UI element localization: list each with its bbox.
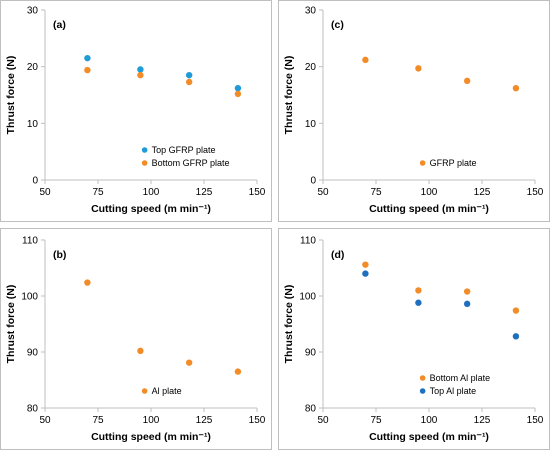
legend-marker (419, 375, 426, 381)
panel-label: (b) (53, 249, 66, 261)
panel-label: (c) (331, 19, 344, 31)
data-point (185, 359, 193, 366)
data-point (84, 54, 91, 62)
panel-frame (278, 228, 550, 450)
data-point (137, 347, 144, 355)
panel-label: (d) (331, 249, 344, 261)
x-axis-title: Cutting speed (m min⁻¹) (91, 203, 211, 215)
x-axis-title: Cutting speed (m min⁻¹) (369, 431, 489, 443)
y-axis-title: Thrust force (N) (5, 285, 17, 364)
x-tick-label: 50 (317, 415, 329, 426)
x-tick-label: 150 (249, 415, 266, 426)
x-tick-label: 150 (249, 187, 266, 198)
legend-label: Bottom Al plate (430, 373, 491, 383)
x-tick-label: 125 (196, 187, 213, 198)
y-axis-title: Thrust force (N) (5, 56, 17, 135)
chart-panel: 50 75 100 125 150 0 10 20 30 Cutting speed (m min… (278, 0, 550, 222)
x-axis-title: Cutting speed (m min⁻¹) (369, 203, 489, 215)
data-point (362, 56, 369, 64)
x-tick-label: 100 (421, 187, 438, 198)
data-point (84, 66, 91, 74)
x-tick-label: 125 (196, 415, 213, 426)
y-tick-label: 90 (27, 348, 39, 359)
y-tick-label: 0 (32, 176, 38, 187)
y-axis-title: Thrust force (N) (283, 56, 295, 135)
y-tick-label: 30 (27, 6, 39, 17)
y-tick-label: 20 (27, 62, 39, 73)
legend-marker (419, 160, 426, 166)
data-point (362, 261, 369, 268)
data-point (137, 71, 144, 79)
y-tick-label: 110 (22, 236, 38, 247)
x-axis-title: Cutting speed (m min⁻¹) (91, 431, 211, 443)
x-tick-label: 50 (317, 187, 329, 198)
legend-marker (419, 388, 426, 394)
data-point (415, 287, 422, 294)
data-point (415, 299, 422, 306)
chart-panel: 50 75 100 125 150 80 90 100 110 Cutting speed (m … (0, 228, 272, 450)
y-tick-label: 10 (305, 119, 317, 130)
data-point (84, 279, 91, 286)
y-tick-label: 100 (21, 292, 38, 303)
panel-frame (0, 0, 272, 222)
x-tick-label: 125 (474, 415, 491, 426)
legend-label: Al plate (152, 386, 182, 396)
data-point (463, 77, 471, 85)
legend-label: Top GFRP plate (152, 145, 216, 155)
x-tick-label: 100 (143, 415, 160, 426)
data-point (234, 85, 242, 92)
chart-panel: 50 75 100 125 150 0 10 20 30 Cutting speed (m min… (0, 0, 272, 222)
data-point (362, 270, 369, 277)
data-point (512, 85, 520, 92)
y-tick-label: 80 (305, 404, 317, 415)
chart-panel: 50 75 100 125 150 80 90 100 110 Cutting speed (m … (278, 228, 550, 450)
x-tick-label: 50 (39, 187, 51, 198)
y-tick-label: 90 (305, 348, 317, 359)
data-point (137, 66, 144, 73)
x-tick-label: 50 (39, 415, 51, 426)
y-tick-label: 110 (300, 236, 316, 247)
x-tick-label: 75 (370, 187, 382, 198)
legend-marker (141, 147, 148, 153)
legend-marker (141, 388, 148, 394)
panel-frame (278, 0, 550, 222)
data-point (234, 368, 242, 375)
x-tick-label: 150 (527, 415, 544, 426)
data-point (185, 78, 193, 86)
legend-label: Top Al plate (430, 386, 477, 396)
x-tick-label: 125 (474, 187, 491, 198)
data-point (234, 90, 242, 98)
data-point (463, 288, 471, 295)
x-tick-label: 100 (143, 187, 160, 198)
panel-label: (a) (53, 19, 66, 31)
data-point (512, 333, 520, 340)
x-tick-label: 100 (421, 415, 438, 426)
data-point (415, 65, 422, 72)
y-tick-label: 0 (310, 176, 316, 187)
y-tick-label: 30 (305, 6, 317, 17)
data-point (185, 71, 193, 79)
data-point (512, 307, 520, 314)
y-tick-label: 100 (299, 292, 316, 303)
x-tick-label: 75 (92, 187, 104, 198)
x-tick-label: 75 (92, 415, 104, 426)
legend-marker (141, 160, 148, 166)
legend-label: GFRP plate (430, 158, 477, 168)
x-tick-label: 150 (527, 187, 544, 198)
y-tick-label: 80 (27, 404, 39, 415)
y-tick-label: 10 (27, 119, 39, 130)
x-tick-label: 75 (370, 415, 382, 426)
legend-label: Bottom GFRP plate (152, 158, 230, 168)
panel-frame (0, 228, 272, 450)
y-tick-label: 20 (305, 62, 317, 73)
data-point (463, 300, 471, 308)
y-axis-title: Thrust force (N) (283, 285, 295, 364)
